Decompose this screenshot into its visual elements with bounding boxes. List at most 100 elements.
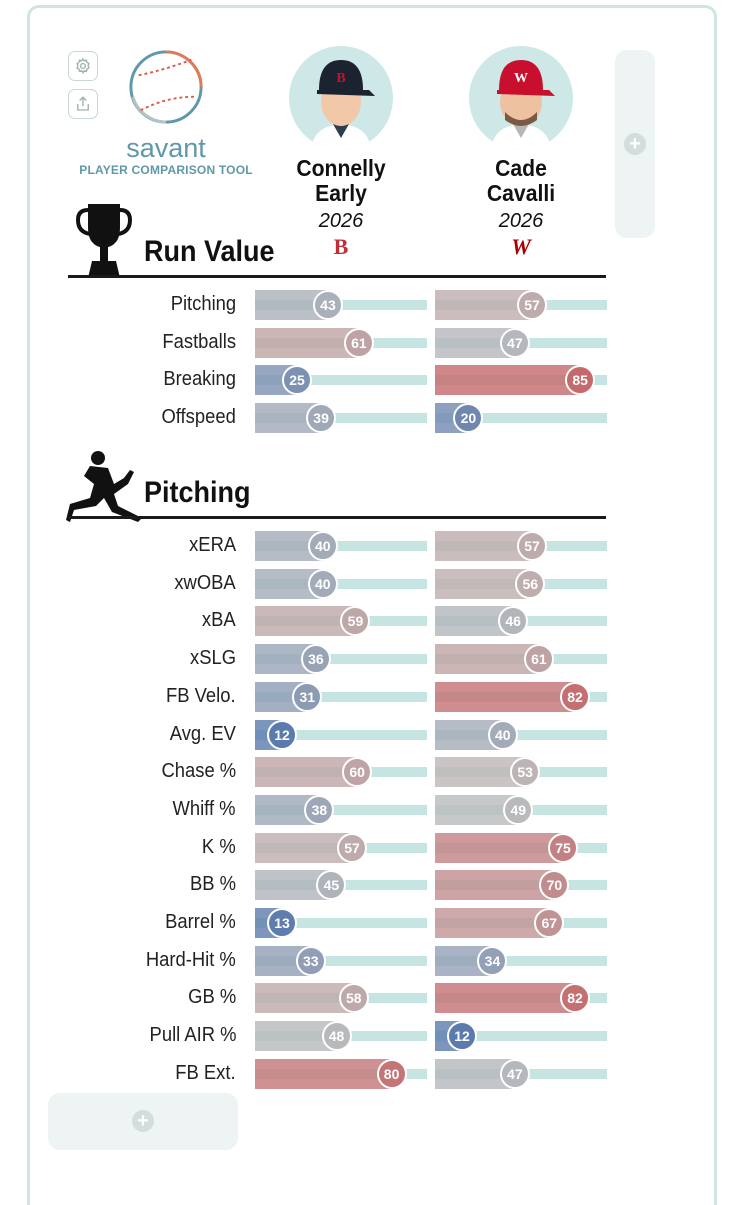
percentile-track bbox=[435, 955, 607, 966]
percentile-bar bbox=[435, 870, 556, 901]
nationals-logo-icon: W bbox=[511, 234, 531, 259]
percentile-bar bbox=[435, 908, 551, 938]
metric-label: Offspeed bbox=[161, 406, 236, 429]
comparison-card bbox=[27, 5, 717, 1205]
percentile-value: 57 bbox=[517, 290, 548, 320]
svg-text:B: B bbox=[336, 71, 345, 86]
percentile-track bbox=[435, 729, 607, 740]
player-2-first-name: Cade bbox=[495, 155, 547, 181]
percentile-value: 53 bbox=[510, 757, 541, 788]
percentile-value: 46 bbox=[498, 606, 529, 637]
metric-label: Whiff % bbox=[172, 797, 236, 820]
settings-button[interactable] bbox=[68, 51, 98, 81]
baseball-logo-icon bbox=[129, 50, 203, 124]
section-title-run-value: Run Value bbox=[144, 235, 275, 268]
trophy-icon bbox=[76, 204, 132, 278]
player-1-headshot: B bbox=[289, 46, 393, 150]
percentile-value: 33 bbox=[295, 945, 326, 976]
metric-label: FB Ext. bbox=[175, 1061, 236, 1084]
percentile-value: 67 bbox=[534, 908, 565, 938]
metric-label: xBA bbox=[202, 609, 236, 632]
add-player-button[interactable]: + bbox=[615, 50, 655, 238]
svg-text:W: W bbox=[514, 71, 528, 86]
percentile-bar bbox=[435, 568, 532, 599]
percentile-bar bbox=[435, 365, 582, 396]
percentile-value: 82 bbox=[560, 983, 591, 1014]
metric-label: Fastballs bbox=[162, 330, 236, 353]
player-card-1: B Connelly Early 2026 B bbox=[266, 46, 416, 259]
percentile-value: 59 bbox=[340, 606, 371, 637]
percentile-value: 36 bbox=[300, 644, 331, 675]
metric-label: Barrel % bbox=[165, 911, 236, 933]
brand-name: savant bbox=[126, 133, 206, 163]
percentile-value: 80 bbox=[376, 1058, 407, 1089]
player-2-year: 2026 bbox=[498, 210, 544, 232]
percentile-bar bbox=[255, 832, 354, 863]
percentile-value: 48 bbox=[321, 1021, 352, 1052]
metric-label: Hard-Hit % bbox=[146, 948, 236, 971]
percentile-value: 40 bbox=[307, 568, 338, 599]
player-1-year: 2026 bbox=[318, 210, 364, 232]
percentile-value: 12 bbox=[267, 719, 297, 750]
percentile-value: 34 bbox=[477, 945, 508, 976]
percentile-track bbox=[255, 804, 427, 815]
player-1-last-name: Early bbox=[315, 180, 367, 206]
percentile-track bbox=[255, 578, 427, 589]
percentile-value: 20 bbox=[453, 403, 484, 434]
add-metric-button[interactable]: + bbox=[48, 1093, 238, 1150]
percentile-bar bbox=[435, 983, 577, 1014]
savant-logo: savant PLAYER COMPARISON TOOL bbox=[66, 48, 266, 177]
percentile-bar bbox=[435, 681, 577, 712]
percentile-value: 56 bbox=[515, 568, 546, 599]
share-button[interactable] bbox=[68, 89, 98, 119]
section-divider bbox=[68, 516, 606, 519]
percentile-bar bbox=[255, 757, 359, 788]
percentile-value: 40 bbox=[307, 531, 338, 561]
section-divider bbox=[68, 275, 606, 278]
player-1-first-name: Connelly bbox=[296, 155, 386, 181]
percentile-track bbox=[255, 541, 427, 551]
percentile-bar bbox=[435, 531, 534, 561]
metric-label: BB % bbox=[189, 873, 236, 896]
metric-label: xSLG bbox=[189, 647, 236, 670]
metric-label: xERA bbox=[188, 534, 236, 556]
player-card-2: W Cade Cavalli 2026 W bbox=[446, 46, 596, 259]
metric-label: K % bbox=[202, 835, 236, 858]
brand-subtitle: PLAYER COMPARISON TOOL bbox=[79, 163, 253, 177]
metric-label: Pull AIR % bbox=[149, 1024, 236, 1047]
percentile-value: 47 bbox=[499, 327, 530, 358]
percentile-value: 82 bbox=[560, 681, 591, 712]
percentile-value: 45 bbox=[316, 870, 347, 901]
percentile-track bbox=[255, 691, 427, 702]
percentile-value: 25 bbox=[282, 365, 312, 396]
percentile-track bbox=[255, 413, 427, 424]
percentile-value: 57 bbox=[337, 832, 368, 863]
percentile-track bbox=[435, 1031, 607, 1042]
percentile-bar bbox=[255, 606, 357, 637]
metric-label: xwOBA bbox=[174, 571, 236, 594]
percentile-value: 85 bbox=[565, 365, 596, 396]
player-2-headshot: W bbox=[469, 46, 573, 150]
metric-label: Breaking bbox=[163, 368, 236, 391]
metric-label: FB Velo. bbox=[166, 684, 236, 707]
red-sox-logo-icon: B bbox=[333, 234, 349, 259]
percentile-value: 75 bbox=[548, 832, 578, 863]
percentile-track bbox=[255, 918, 427, 928]
percentile-value: 39 bbox=[306, 403, 337, 434]
percentile-track bbox=[255, 654, 427, 665]
metric-label: Chase % bbox=[161, 760, 236, 783]
gear-icon bbox=[76, 57, 90, 74]
percentile-value: 47 bbox=[499, 1058, 530, 1089]
percentile-value: 43 bbox=[312, 290, 343, 320]
percentile-value: 58 bbox=[338, 983, 369, 1014]
section-title-pitching: Pitching bbox=[144, 476, 251, 509]
percentile-track bbox=[435, 413, 607, 424]
percentile-value: 60 bbox=[342, 757, 373, 788]
percentile-value: 38 bbox=[304, 794, 335, 825]
percentile-value: 61 bbox=[523, 644, 554, 675]
percentile-track bbox=[255, 729, 427, 740]
percentile-bar bbox=[435, 832, 564, 863]
player-2-last-name: Cavalli bbox=[486, 180, 556, 206]
percentile-value: 31 bbox=[292, 681, 323, 712]
metric-label: GB % bbox=[187, 986, 236, 1009]
